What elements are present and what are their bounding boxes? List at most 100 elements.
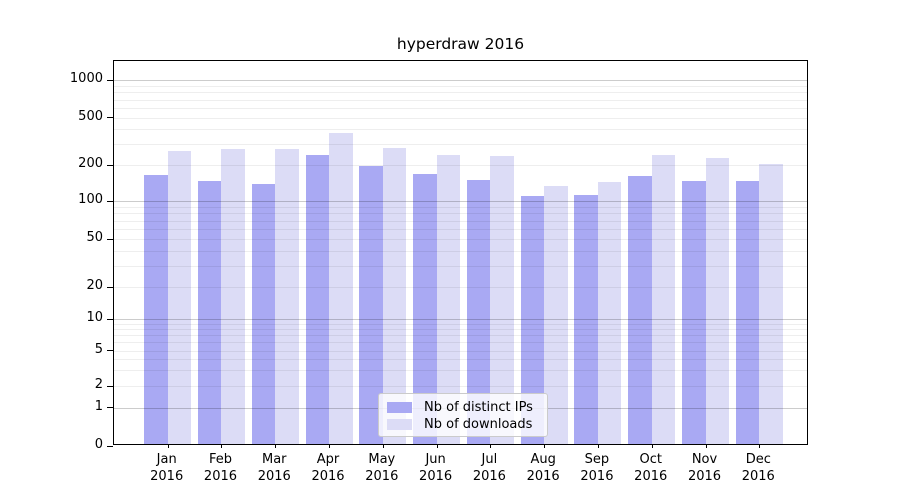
y-tick-label-500: 500 — [78, 108, 103, 124]
y-gridline-minor-400 — [114, 129, 807, 131]
y-tick-50 — [107, 238, 113, 240]
y-gridline-minor-90 — [114, 206, 807, 208]
y-gridline-minor-200 — [114, 165, 807, 167]
x-tick-oct — [651, 444, 653, 448]
legend-item-distinct-ips: Nb of distinct IPs — [387, 399, 539, 415]
y-tick-label-20: 20 — [86, 278, 103, 293]
y-tick-20 — [107, 286, 113, 288]
x-tick-apr — [329, 444, 331, 448]
bar-nb-of-distinct-ips-apr — [305, 154, 330, 444]
legend: Nb of distinct IPs Nb of downloads — [378, 393, 548, 437]
y-gridline-minor-5 — [114, 350, 807, 352]
x-tick-label-oct: Oct 2016 — [634, 452, 668, 484]
legend-label-distinct-ips: Nb of distinct IPs — [424, 399, 533, 415]
bar-nb-of-downloads-apr — [329, 132, 353, 444]
bar-nb-of-distinct-ips-feb — [197, 180, 222, 444]
x-tick-label-feb: Feb 2016 — [203, 452, 238, 484]
legend-swatch-downloads — [387, 418, 412, 430]
chart-title: hyperdraw 2016 — [396, 35, 525, 53]
y-gridline-minor-3 — [114, 370, 807, 372]
x-tick-label-apr: Apr 2016 — [311, 452, 345, 484]
y-tick-label-0: 0 — [94, 437, 103, 452]
bar-nb-of-distinct-ips-oct — [628, 176, 652, 444]
y-tick-1000 — [107, 79, 113, 81]
x-tick-label-nov: Nov 2016 — [687, 452, 722, 484]
y-gridline-minor-7 — [114, 335, 807, 337]
y-gridline-minor-2 — [114, 386, 807, 387]
bar-nb-of-distinct-ips-mar — [251, 183, 276, 444]
y-tick-5 — [107, 350, 113, 352]
x-tick-nov — [705, 444, 707, 448]
y-gridline-minor-700 — [114, 99, 807, 101]
y-tick-200 — [107, 164, 113, 166]
y-gridline-minor-600 — [114, 107, 807, 109]
y-gridline-minor-900 — [114, 85, 807, 87]
y-tick-label-100: 100 — [78, 192, 103, 207]
y-gridline-minor-70 — [114, 220, 807, 222]
bars-layer — [114, 61, 807, 444]
y-gridline-minor-4 — [114, 359, 807, 361]
legend-item-downloads: Nb of downloads — [387, 416, 539, 432]
x-tick-label-dec: Dec 2016 — [741, 452, 775, 484]
legend-swatch-distinct-ips — [387, 401, 412, 413]
x-tick-aug — [544, 444, 546, 448]
y-tick-label-1: 1 — [94, 398, 103, 414]
y-gridline-minor-20 — [114, 287, 807, 288]
bar-nb-of-distinct-ips-dec — [735, 180, 760, 444]
x-tick-label-sep: Sep 2016 — [580, 452, 614, 484]
y-tick-500 — [107, 117, 113, 119]
y-gridline-minor-800 — [114, 92, 807, 94]
y-tick-0 — [107, 445, 113, 447]
y-tick-label-10: 10 — [86, 310, 103, 326]
bar-nb-of-downloads-feb — [221, 149, 245, 444]
legend-label-downloads: Nb of downloads — [424, 416, 533, 432]
y-tick-100 — [107, 200, 113, 202]
bar-nb-of-downloads-nov — [705, 158, 729, 444]
bar-nb-of-downloads-mar — [275, 148, 299, 444]
x-tick-sep — [597, 444, 599, 448]
x-tick-label-may: May 2016 — [365, 452, 399, 484]
y-tick-1 — [107, 407, 113, 409]
y-gridline-major-1000 — [114, 80, 807, 82]
y-gridline-major-10 — [114, 319, 807, 321]
bar-nb-of-distinct-ips-nov — [682, 180, 706, 444]
plot-area: Nb of distinct IPs Nb of downloads — [107, 60, 808, 448]
x-tick-label-mar: Mar 2016 — [257, 452, 291, 484]
x-tick-feb — [221, 444, 223, 448]
y-tick-label-2: 2 — [94, 377, 103, 392]
y-gridline-minor-8 — [114, 329, 807, 331]
bar-nb-of-distinct-ips-sep — [574, 195, 598, 444]
y-gridline-major-100 — [114, 201, 807, 202]
y-gridline-minor-500 — [114, 117, 807, 119]
bar-nb-of-downloads-dec — [759, 163, 783, 444]
x-tick-label-jul: Jul 2016 — [472, 452, 506, 484]
y-tick-10 — [107, 318, 113, 320]
x-tick-mar — [275, 444, 277, 448]
x-tick-dec — [759, 444, 761, 448]
y-gridline-minor-30 — [114, 265, 807, 267]
y-gridline-minor-6 — [114, 342, 807, 344]
x-tick-jul — [490, 444, 492, 448]
y-gridline-minor-300 — [114, 144, 807, 146]
y-gridline-minor-40 — [114, 250, 807, 252]
x-tick-jan — [167, 444, 169, 448]
x-tick-label-jan: Jan 2016 — [150, 452, 184, 484]
gridlines-layer — [114, 61, 807, 444]
y-gridline-minor-50 — [114, 239, 807, 241]
y-tick-label-200: 200 — [78, 156, 103, 172]
y-tick-label-1000: 1000 — [69, 71, 103, 87]
y-gridline-minor-60 — [114, 229, 807, 231]
bar-nb-of-distinct-ips-jan — [144, 174, 168, 444]
y-tick-label-5: 5 — [94, 341, 103, 357]
x-tick-label-jun: Jun 2016 — [419, 452, 453, 484]
y-tick-2 — [107, 385, 113, 387]
x-tick-jun — [436, 444, 438, 448]
y-gridline-minor-9 — [114, 324, 807, 326]
x-tick-label-aug: Aug 2016 — [526, 452, 560, 484]
y-gridline-minor-80 — [114, 213, 807, 215]
y-tick-label-50: 50 — [86, 230, 103, 246]
bar-nb-of-downloads-oct — [651, 154, 676, 444]
bar-nb-of-downloads-sep — [597, 181, 622, 444]
bar-nb-of-downloads-jan — [167, 151, 192, 444]
